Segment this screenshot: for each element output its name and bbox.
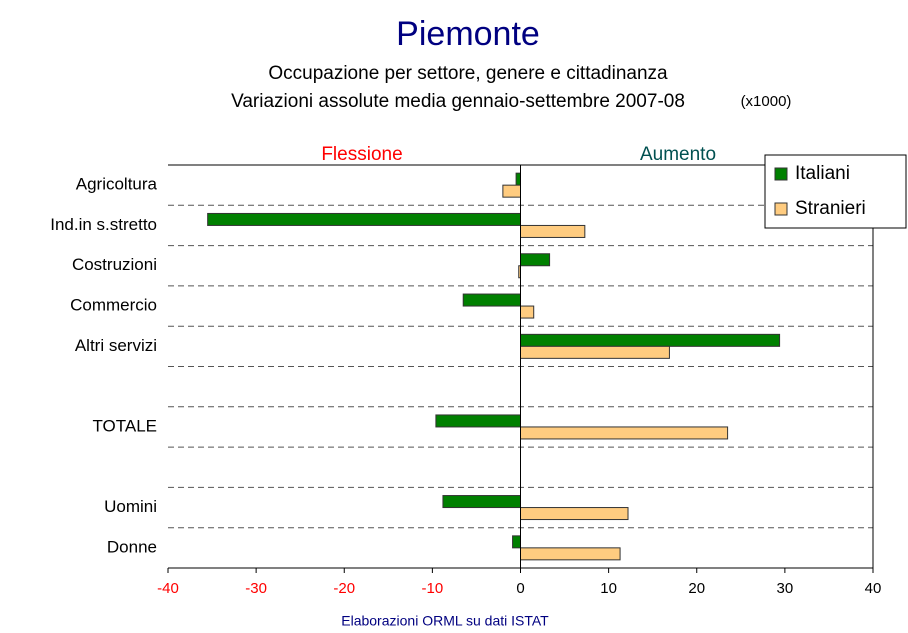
x-tick-label: 40: [865, 580, 882, 597]
subtitle: Variazioni assolute media gennaio-settem…: [231, 91, 685, 112]
subtitle: Occupazione per settore, genere e cittad…: [268, 63, 668, 84]
bar: [520, 345, 670, 359]
bar: [520, 253, 551, 267]
bar: [512, 535, 521, 549]
y-tick-label: Costruzioni: [72, 255, 157, 274]
x-tick-label: 30: [777, 580, 794, 597]
unit-note: (x1000): [741, 93, 792, 110]
bar: [207, 212, 521, 226]
source: Elaborazioni ORML su dati ISTAT: [341, 613, 549, 629]
y-tick-label: TOTALE: [92, 416, 157, 435]
bar: [435, 414, 521, 428]
y-tick-label: Ind.in s.stretto: [50, 215, 157, 234]
x-tick-label: -40: [157, 580, 179, 597]
x-tick-label: -10: [422, 580, 444, 597]
legend-swatch: [774, 167, 788, 181]
x-tick-label: 20: [688, 580, 705, 597]
x-tick-label: 0: [516, 580, 524, 597]
annotation: Aumento: [640, 144, 716, 165]
legend-box: [764, 154, 907, 229]
bar: [520, 224, 586, 238]
bar: [515, 172, 521, 186]
legend-swatch: [774, 202, 788, 216]
bar: [520, 426, 729, 440]
x-tick-label: 10: [600, 580, 617, 597]
x-tick-label: -20: [333, 580, 355, 597]
annotation: Flessione: [321, 144, 402, 165]
x-tick-label: -30: [245, 580, 267, 597]
chart-title: Piemonte: [396, 15, 540, 53]
bar: [462, 293, 521, 307]
bar: [502, 184, 521, 198]
y-tick-label: Altri servizi: [75, 336, 157, 355]
y-tick-label: Commercio: [70, 296, 157, 315]
bar: [520, 507, 629, 521]
y-tick-label: Agricoltura: [76, 175, 158, 194]
legend-label: Stranieri: [795, 198, 866, 219]
bar: [442, 495, 522, 509]
bar: [520, 305, 535, 319]
bar: [520, 333, 781, 347]
bar: [520, 547, 621, 561]
y-tick-label: Uomini: [104, 497, 157, 516]
y-tick-label: Donne: [107, 537, 157, 556]
legend-label: Italiani: [795, 163, 850, 184]
